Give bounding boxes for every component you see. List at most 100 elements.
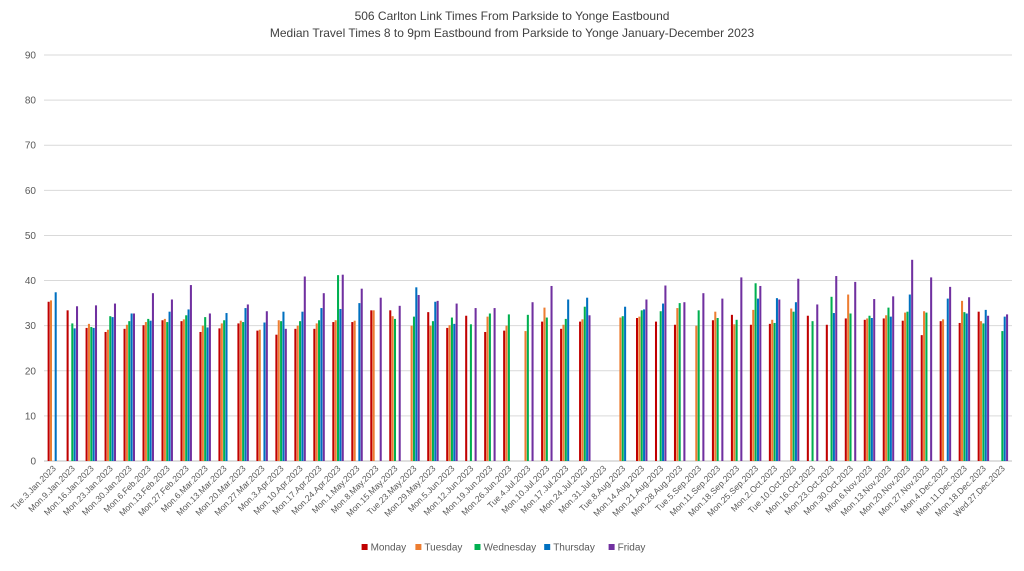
bar-monday	[673, 324, 677, 461]
bar-tuesday	[771, 319, 774, 461]
bar-friday	[246, 304, 249, 461]
bar-thursday	[130, 313, 133, 461]
bar-wednesday	[621, 316, 624, 461]
bar-monday	[844, 318, 847, 461]
bar-friday	[645, 299, 648, 461]
bar-tuesday	[676, 308, 679, 461]
bar-tuesday	[714, 311, 717, 461]
bar-friday	[588, 315, 591, 461]
bar-wednesday	[906, 311, 909, 461]
bar-tuesday	[277, 320, 280, 461]
bar-monday	[465, 315, 468, 461]
bar-wednesday	[697, 310, 700, 461]
bar-thursday	[775, 298, 778, 461]
bar-wednesday	[469, 324, 472, 461]
bar-monday	[104, 331, 107, 461]
bar-monday	[579, 321, 582, 461]
bar-thursday	[965, 313, 968, 461]
bar-friday	[341, 274, 344, 461]
legend-label-tuesday: Tuesday	[424, 543, 462, 554]
bar-tuesday	[505, 325, 508, 461]
bar-thursday	[54, 292, 57, 461]
bar-friday	[911, 259, 914, 461]
bar-monday	[180, 321, 183, 461]
bar-friday	[113, 303, 117, 461]
bar-friday	[493, 308, 496, 461]
bar-monday	[863, 319, 866, 461]
bars	[47, 259, 1009, 461]
bar-thursday	[282, 311, 285, 461]
bar-wednesday	[830, 296, 833, 461]
bar-friday	[550, 285, 553, 461]
bar-tuesday	[980, 321, 983, 461]
bar-monday	[66, 310, 69, 461]
legend-swatch-wednesday	[474, 544, 481, 550]
bar-tuesday	[258, 329, 261, 461]
bar-wednesday	[545, 317, 548, 461]
bar-monday	[275, 334, 278, 461]
bar-monday	[294, 328, 297, 461]
chart-title: 506 Carlton Link Times From Parkside to …	[355, 9, 670, 23]
bar-tuesday	[543, 307, 546, 461]
bar-wednesday	[280, 321, 283, 461]
bar-thursday	[206, 327, 209, 461]
bar-wednesday	[849, 313, 852, 461]
bar-wednesday	[887, 307, 890, 461]
bar-thursday	[1003, 316, 1006, 461]
bar-wednesday	[811, 321, 814, 461]
bar-friday	[398, 305, 401, 461]
bar-tuesday	[410, 325, 413, 461]
bar-thursday	[586, 297, 589, 461]
bar-tuesday	[87, 323, 90, 461]
bar-wednesday	[223, 320, 226, 461]
bar-wednesday	[868, 315, 871, 461]
bar-monday	[446, 327, 449, 461]
bar-monday	[806, 315, 809, 461]
bar-friday	[76, 306, 79, 461]
bar-friday	[778, 299, 781, 461]
bar-monday	[636, 318, 639, 461]
bar-tuesday	[125, 324, 128, 461]
bar-thursday	[168, 311, 171, 461]
bar-thursday	[263, 322, 266, 461]
bar-tuesday	[315, 323, 318, 461]
bar-wednesday	[526, 314, 529, 461]
bar-tuesday	[182, 319, 185, 461]
bar-tuesday	[942, 319, 945, 461]
bar-friday	[265, 311, 268, 461]
bar-monday	[882, 318, 885, 461]
bar-friday	[151, 293, 154, 461]
bar-wednesday	[488, 313, 491, 461]
bar-thursday	[624, 306, 627, 461]
bar-friday	[322, 293, 325, 461]
bar-wednesday	[109, 316, 112, 461]
bar-thursday	[984, 309, 987, 461]
bar-tuesday	[106, 329, 109, 461]
bar-friday	[170, 299, 173, 461]
bar-thursday	[244, 308, 247, 461]
bar-monday	[711, 320, 714, 461]
bar-wednesday	[754, 283, 757, 461]
bar-wednesday	[431, 321, 434, 461]
bar-friday	[436, 300, 439, 461]
bar-friday	[797, 278, 800, 461]
legend-swatch-monday	[361, 544, 368, 550]
bar-thursday	[794, 302, 797, 461]
bar-wednesday	[925, 312, 928, 461]
bar-wednesday	[147, 318, 150, 461]
bar-friday	[873, 299, 876, 461]
y-tick-label: 70	[25, 141, 37, 152]
y-tick-label: 60	[25, 186, 37, 197]
bar-tuesday	[239, 320, 242, 461]
bar-friday	[417, 294, 420, 461]
bar-monday	[958, 322, 961, 461]
bar-monday	[85, 327, 88, 461]
bar-thursday	[339, 308, 342, 461]
bar-tuesday	[524, 331, 527, 461]
bar-tuesday	[638, 316, 641, 461]
bar-monday	[977, 311, 980, 461]
bar-tuesday	[163, 318, 166, 461]
bar-monday	[313, 328, 316, 461]
bar-thursday	[908, 294, 911, 461]
